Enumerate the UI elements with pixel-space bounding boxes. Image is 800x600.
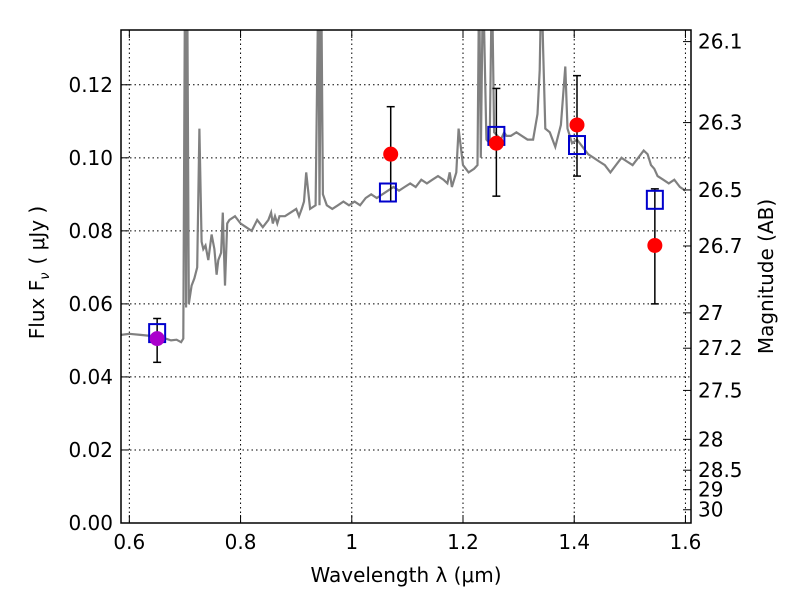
y-axis-title-main: Flux F	[25, 280, 49, 339]
mag-tick-label: 29	[698, 478, 723, 502]
y-tick-label: 0.02	[68, 438, 113, 462]
x-tick-label: 0.6	[113, 530, 145, 554]
mag-tick-label: 26.5	[698, 178, 743, 202]
plot-frame	[120, 29, 692, 524]
y-axis-title: Flux Fν ( μJy )	[25, 206, 53, 339]
y2-axis-title: Magnitude (AB)	[754, 199, 778, 354]
markers	[148, 117, 664, 347]
plot-border	[120, 29, 692, 524]
observed-flux-point-blended	[149, 331, 165, 347]
observed-flux-point	[488, 135, 504, 151]
observed-flux-point	[569, 117, 585, 133]
x-tick-label: 1.2	[447, 530, 479, 554]
observed-flux-point	[383, 146, 399, 162]
y-tick-label: 0.04	[68, 365, 113, 389]
mag-tick-label: 26.7	[698, 234, 743, 258]
x-tick-label: 1	[345, 530, 358, 554]
mag-tick-label: 28.5	[698, 458, 743, 482]
y-tick-label: 0.10	[68, 146, 113, 170]
x-tick-label: 0.8	[225, 530, 257, 554]
grid	[121, 30, 691, 524]
y-tick-label: 0.12	[68, 73, 113, 97]
y-axis-title-subscript: ν	[38, 273, 53, 280]
model-photometry-square	[378, 182, 397, 203]
x-axis-title: Wavelength λ (μm)	[310, 563, 501, 587]
ticks: 0.6 0.8 1 1.2 1.4 1.6 0.00 0.02 0.04 0.06 0.08 0.10…	[68, 30, 742, 554]
mag-tick-label: 26.3	[698, 111, 743, 135]
x-tick-label: 1.6	[670, 530, 702, 554]
model-spectrum	[121, 30, 687, 344]
mag-tick-label: 27	[698, 301, 723, 325]
y-tick-label: 0.06	[68, 292, 113, 316]
model-photometry-square	[645, 189, 664, 210]
mag-tick-label: 26.1	[698, 30, 743, 54]
mag-tick-label: 28	[698, 427, 723, 451]
x-tick-label: 1.4	[558, 530, 590, 554]
mag-tick-label: 27.5	[698, 378, 743, 402]
model-spectrum-line	[121, 30, 687, 344]
observed-flux-point	[647, 237, 663, 253]
y-axis-title-unit: ( μJy )	[25, 206, 49, 265]
y-tick-label: 0.08	[68, 219, 113, 243]
mag-tick-label: 27.2	[698, 336, 743, 360]
y-tick-label: 0.00	[68, 511, 113, 535]
model-photometry-square	[568, 135, 586, 156]
mag-tick-label: 30	[698, 498, 723, 522]
